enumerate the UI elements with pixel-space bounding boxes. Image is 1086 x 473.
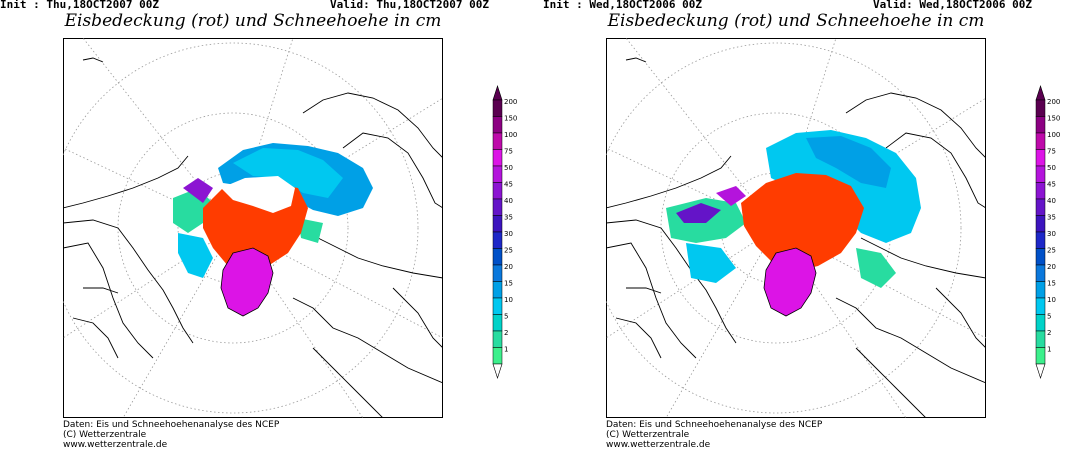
legend-arrow-top [492, 85, 503, 101]
legend-swatch [1035, 264, 1046, 282]
legend-label: 30 [1047, 230, 1056, 238]
footer-credits: Daten: Eis und Schneehoehenanalyse des N… [606, 420, 822, 450]
legend-swatch [1035, 231, 1046, 249]
init-time: Init : Thu,18OCT2007 00Z [0, 0, 159, 11]
legend-swatch [1035, 248, 1046, 266]
legend-label: 45 [504, 181, 513, 189]
legend-label: 25 [1047, 247, 1056, 255]
legend-label: 75 [504, 148, 513, 156]
legend-swatch [492, 330, 503, 348]
legend-swatch [1035, 314, 1046, 332]
legend-arrow-top [1035, 85, 1046, 101]
legend-label: 20 [504, 263, 513, 271]
legend-label: 10 [1047, 296, 1056, 304]
legend-swatch [492, 231, 503, 249]
footer-url: www.wetterzentrale.de [606, 440, 711, 450]
sea-ice [741, 173, 864, 271]
legend-swatch [492, 149, 503, 167]
legend-label: 150 [1047, 115, 1060, 123]
legend-label: 15 [504, 280, 513, 288]
polar-map [63, 38, 443, 418]
legend-swatch [492, 198, 503, 216]
legend-label: 50 [504, 164, 513, 172]
footer-source: Daten: Eis und Schneehoehenanalyse des N… [606, 420, 823, 430]
legend-swatch [1035, 165, 1046, 183]
valid-time: Valid: Thu,18OCT2007 00Z [330, 0, 489, 11]
legend-swatch [1035, 215, 1046, 233]
legend-swatch [492, 116, 503, 134]
sea-ice [203, 176, 308, 273]
legend-swatch [1035, 281, 1046, 299]
map-title: Eisbedeckung (rot) und Schneehoehe in cm [64, 11, 442, 31]
footer-url: www.wetterzentrale.de [63, 440, 168, 450]
snow-depth-legend: 200 150 100 75 50 45 40 35 30 25 20 15 10 5 2 1 [1035, 85, 1076, 379]
legend-swatch [492, 248, 503, 266]
legend-label: 20 [1047, 263, 1056, 271]
legend-label: 35 [504, 214, 513, 222]
legend-label: 25 [504, 247, 513, 255]
legend-swatch [492, 347, 503, 365]
legend-label: 100 [504, 131, 517, 139]
legend-label: 75 [1047, 148, 1056, 156]
legend-label: 40 [504, 197, 513, 205]
legend-swatch [1035, 347, 1046, 365]
header-row: Init : Wed,18OCT2006 00Z Valid: Wed,18OC… [543, 0, 1083, 12]
legend-swatch [492, 132, 503, 150]
legend-swatch [492, 281, 503, 299]
legend-swatch [1035, 132, 1046, 150]
legend-label: 200 [504, 98, 517, 106]
legend-label: 200 [1047, 98, 1060, 106]
legend-swatch [1035, 116, 1046, 134]
greenland [763, 247, 817, 317]
legend-swatch [492, 165, 503, 183]
map-title: Eisbedeckung (rot) und Schneehoehe in cm [607, 11, 985, 31]
legend-label: 45 [1047, 181, 1056, 189]
legend-swatch [492, 264, 503, 282]
legend-swatch [492, 297, 503, 315]
legend-swatch [1035, 297, 1046, 315]
coastlines [606, 57, 986, 418]
legend-arrow-bottom [1035, 363, 1046, 379]
legend-label: 100 [1047, 131, 1060, 139]
legend-label: 150 [504, 115, 517, 123]
legend-swatch [492, 215, 503, 233]
legend-label: 2 [1047, 329, 1051, 337]
footer-copyright: (C) Wetterzentrale [606, 430, 690, 440]
valid-time: Valid: Wed,18OCT2006 00Z [873, 0, 1032, 11]
legend-swatch [1035, 99, 1046, 117]
legend-swatch [492, 99, 503, 117]
greenland [220, 247, 274, 317]
legend-swatch [492, 314, 503, 332]
snow-depth-legend: 200 150 100 75 50 45 40 35 30 25 20 15 10 5 2 1 [492, 85, 533, 379]
footer-copyright: (C) Wetterzentrale [63, 430, 147, 440]
map-panel-2006: Init : Wed,18OCT2006 00Z Valid: Wed,18OC… [543, 0, 1083, 473]
legend-label: 1 [504, 346, 508, 354]
header-row: Init : Thu,18OCT2007 00Z Valid: Thu,18OC… [0, 0, 540, 12]
legend-swatch [1035, 182, 1046, 200]
legend-label: 40 [1047, 197, 1056, 205]
legend-label: 15 [1047, 280, 1056, 288]
coastlines [63, 57, 443, 418]
legend-label: 30 [504, 230, 513, 238]
legend-label: 5 [504, 313, 508, 321]
legend-swatch [1035, 198, 1046, 216]
init-time: Init : Wed,18OCT2006 00Z [543, 0, 702, 11]
legend-label: 2 [504, 329, 508, 337]
legend-label: 50 [1047, 164, 1056, 172]
footer-credits: Daten: Eis und Schneehoehenanalyse des N… [63, 420, 279, 450]
legend-label: 1 [1047, 346, 1051, 354]
map-panel-2007: Init : Thu,18OCT2007 00Z Valid: Thu,18OC… [0, 0, 540, 473]
footer-source: Daten: Eis und Schneehoehenanalyse des N… [63, 420, 280, 430]
legend-arrow-bottom [492, 363, 503, 379]
legend-swatch [1035, 149, 1046, 167]
legend-swatch [1035, 330, 1046, 348]
polar-map [606, 38, 986, 418]
legend-label: 10 [504, 296, 513, 304]
legend-label: 35 [1047, 214, 1056, 222]
legend-label: 5 [1047, 313, 1051, 321]
legend-swatch [492, 182, 503, 200]
